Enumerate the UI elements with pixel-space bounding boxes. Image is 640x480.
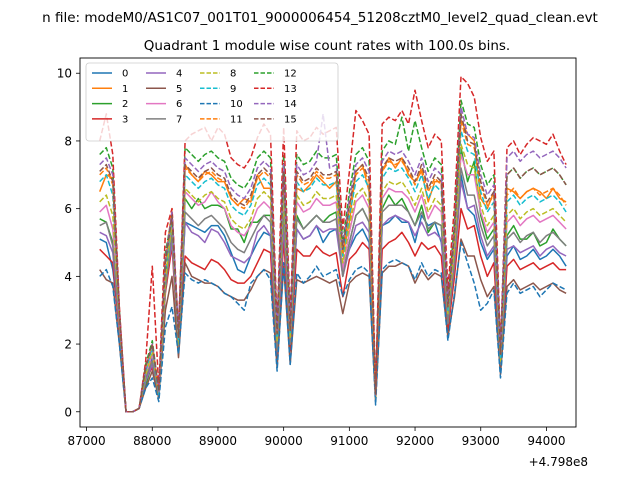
x-tick-label: 89000 bbox=[199, 434, 237, 448]
x-tick-label: 91000 bbox=[330, 434, 368, 448]
legend-label-1: 1 bbox=[122, 84, 128, 95]
series-line-15 bbox=[99, 113, 567, 413]
axes-frame bbox=[79, 57, 577, 428]
legend-label-2: 2 bbox=[122, 99, 128, 110]
y-tick-label: 8 bbox=[64, 134, 72, 148]
y-axis: 0 2 4 6 8 10 bbox=[57, 67, 80, 419]
legend-label-13: 13 bbox=[284, 84, 297, 95]
legend-label-15: 15 bbox=[284, 114, 297, 125]
chart-title: Quadrant 1 module wise count rates with … bbox=[144, 38, 510, 54]
y-tick-label: 6 bbox=[64, 202, 72, 216]
x-tick-label: 93000 bbox=[462, 434, 500, 448]
legend-frame bbox=[85, 62, 339, 142]
legend-label-6: 6 bbox=[176, 99, 182, 110]
x-offset-label: +4.798e8 bbox=[529, 455, 588, 469]
legend-label-8: 8 bbox=[230, 69, 236, 80]
y-tick-label: 0 bbox=[64, 405, 72, 419]
legend-label-3: 3 bbox=[122, 114, 128, 125]
legend-label-5: 5 bbox=[176, 84, 182, 95]
plot-lines bbox=[98, 75, 567, 413]
y-tick-label: 10 bbox=[57, 67, 72, 81]
legend-label-7: 7 bbox=[176, 114, 182, 125]
series-line-12 bbox=[99, 99, 567, 413]
x-tick-label: 92000 bbox=[396, 434, 434, 448]
suptitle: n file: modeM0/AS1C07_001T01_9000006454_… bbox=[42, 10, 598, 26]
y-tick-label: 4 bbox=[64, 270, 72, 284]
legend-label-0: 0 bbox=[122, 69, 128, 80]
y-tick-label: 2 bbox=[64, 338, 72, 352]
legend-label-4: 4 bbox=[176, 69, 182, 80]
x-axis: 87000 88000 89000 90000 91000 92000 93000 94000 bbox=[67, 427, 566, 448]
legend-label-10: 10 bbox=[230, 99, 243, 110]
legend-label-12: 12 bbox=[284, 69, 297, 80]
legend-label-9: 9 bbox=[230, 84, 236, 95]
legend-label-11: 11 bbox=[230, 114, 243, 125]
series-line-10 bbox=[99, 241, 567, 413]
x-tick-label: 94000 bbox=[527, 434, 565, 448]
x-tick-label: 88000 bbox=[133, 434, 171, 448]
x-tick-label: 87000 bbox=[67, 434, 105, 448]
legend-label-14: 14 bbox=[284, 99, 297, 110]
x-tick-label: 90000 bbox=[265, 434, 303, 448]
